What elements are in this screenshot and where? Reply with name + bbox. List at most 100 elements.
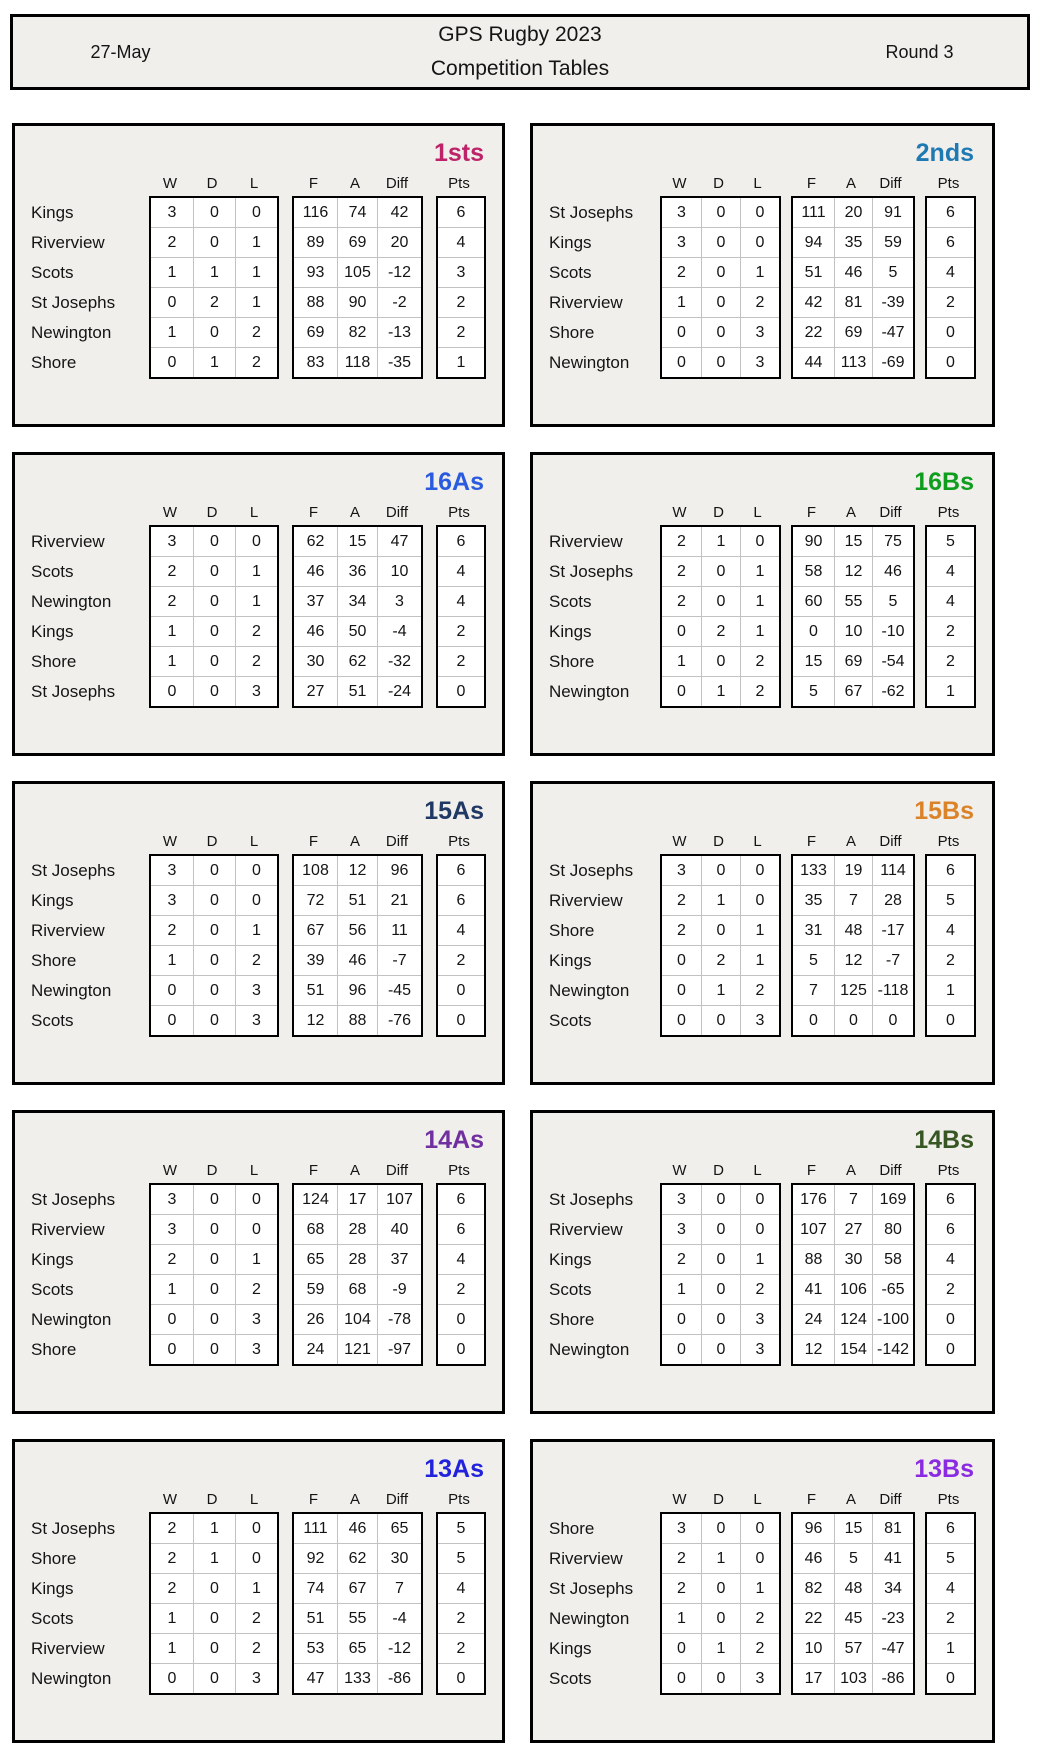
a-cell: 50 — [337, 617, 377, 646]
table-row: 1 — [927, 676, 974, 706]
column-header: Pts — [448, 833, 470, 850]
data-box: 96 15 81 46 5 41 82 48 34 22 45 -23 10 57 -47 17 103 -86 — [791, 1512, 915, 1695]
table-row: 4 — [927, 915, 974, 945]
column-headers: Pts — [436, 503, 486, 525]
team-name: Riverview — [31, 532, 105, 551]
l-cell: 3 — [235, 1006, 277, 1035]
pts-cell: 4 — [946, 563, 955, 580]
d-cell: 0 — [193, 617, 235, 646]
table-row: 12 88 -76 — [294, 1005, 421, 1035]
column-header: L — [753, 175, 762, 192]
column-headers: Pts — [436, 832, 486, 854]
w-cell: 2 — [167, 1550, 177, 1567]
table-row: 5 — [438, 1514, 484, 1543]
column-headers: F A Diff — [791, 832, 915, 854]
team-names-column: St Josephs Riverview Kings Scots Newington Sh… — [31, 1161, 136, 1366]
data-box: 6 5 4 2 1 0 — [925, 1512, 976, 1695]
table-row: 47 133 -86 — [294, 1663, 421, 1693]
team-names-column: St Josephs Riverview Shore Kings Newington Sc… — [549, 832, 650, 1037]
pts-column-group: Pts 6 4 3 2 2 1 — [436, 174, 486, 379]
diff-cell: 21 — [377, 886, 421, 915]
team-name: Riverview — [549, 1220, 623, 1239]
w-cell: 2 — [167, 563, 177, 580]
data-box: 111 20 91 94 35 59 51 46 5 42 81 -39 22 69 -47 44 113 -69 — [791, 196, 915, 379]
l-cell: 0 — [740, 1215, 779, 1244]
l-cell: 0 — [740, 198, 779, 227]
l-cell: 2 — [235, 318, 277, 347]
column-headers: Pts — [925, 832, 976, 854]
table-row: 94 35 59 — [793, 227, 913, 257]
a-cell: 28 — [337, 1245, 377, 1274]
d-cell: 0 — [701, 318, 740, 347]
d-cell: 0 — [193, 198, 235, 227]
d-cell: 2 — [701, 617, 740, 646]
pts-cell: 4 — [946, 922, 955, 939]
diff-cell: 114 — [872, 856, 913, 885]
a-cell: 154 — [834, 1335, 872, 1364]
a-cell: 90 — [337, 288, 377, 317]
a-cell: 15 — [337, 527, 377, 556]
l-cell: 2 — [740, 288, 779, 317]
table-row: 88 30 58 — [793, 1244, 913, 1274]
diff-cell: -142 — [872, 1335, 913, 1364]
d-cell: 0 — [193, 976, 235, 1005]
team-name: St Josephs — [549, 1579, 634, 1598]
d-cell: 1 — [193, 1514, 235, 1543]
table-row: 0 — [438, 1334, 484, 1364]
l-cell: 3 — [740, 1006, 779, 1035]
table-row: 12 154 -142 — [793, 1334, 913, 1364]
table-row: 46 50 -4 — [294, 616, 421, 646]
column-header: W — [162, 504, 178, 521]
pts-cell: 2 — [456, 1640, 466, 1657]
d-cell: 1 — [701, 527, 740, 556]
page-header: 27-May GPS Rugby 2023 Competition Tables… — [10, 14, 1030, 90]
f-cell: 58 — [804, 563, 823, 580]
pts-cell: 2 — [456, 324, 466, 341]
table-row: 5 12 -7 — [793, 945, 913, 975]
diff-cell: -118 — [872, 976, 913, 1005]
table-row: 44 113 -69 — [793, 347, 913, 377]
fad-column-group: F A Diff 124 17 107 68 28 40 65 28 37 59 68 -9 26 104 -78… — [292, 1161, 423, 1366]
d-cell: 0 — [701, 228, 740, 257]
d-cell: 0 — [193, 1634, 235, 1663]
d-cell: 0 — [193, 557, 235, 586]
table-row: 46 36 10 — [294, 556, 421, 586]
table-row: 0 — [927, 1334, 974, 1364]
d-cell: 1 — [701, 677, 740, 706]
l-cell: 1 — [740, 258, 779, 287]
d-cell: 0 — [701, 1305, 740, 1334]
w-cell: 1 — [167, 324, 177, 341]
pts-cell: 2 — [456, 1281, 466, 1298]
table-row: 10 57 -47 — [793, 1633, 913, 1663]
d-cell: 0 — [193, 647, 235, 676]
column-headers: F A Diff — [292, 503, 423, 525]
l-cell: 0 — [235, 1514, 277, 1543]
diff-cell: 42 — [377, 198, 421, 227]
l-cell: 3 — [235, 1664, 277, 1693]
column-headers: Pts — [925, 503, 976, 525]
diff-cell: -35 — [377, 348, 421, 377]
table-row: 0 10 -10 — [793, 616, 913, 646]
diff-cell: -23 — [872, 1604, 913, 1633]
table-row: 31 48 -17 — [793, 915, 913, 945]
f-cell: 111 — [801, 204, 826, 221]
diff-cell: 59 — [872, 228, 913, 257]
table-row: 0 — [927, 317, 974, 347]
pts-cell: 2 — [946, 294, 955, 311]
table-row: 4 — [438, 227, 484, 257]
table-panel-16as: 16As Riverview Scots Newington Kings Shore St … — [12, 452, 505, 756]
table-panel-16bs: 16Bs Riverview St Josephs Scots Kings Shore Ne… — [530, 452, 995, 756]
table-row: 51 55 -4 — [294, 1603, 421, 1633]
table-row: 89 69 20 — [294, 227, 421, 257]
f-cell: 22 — [804, 324, 823, 341]
